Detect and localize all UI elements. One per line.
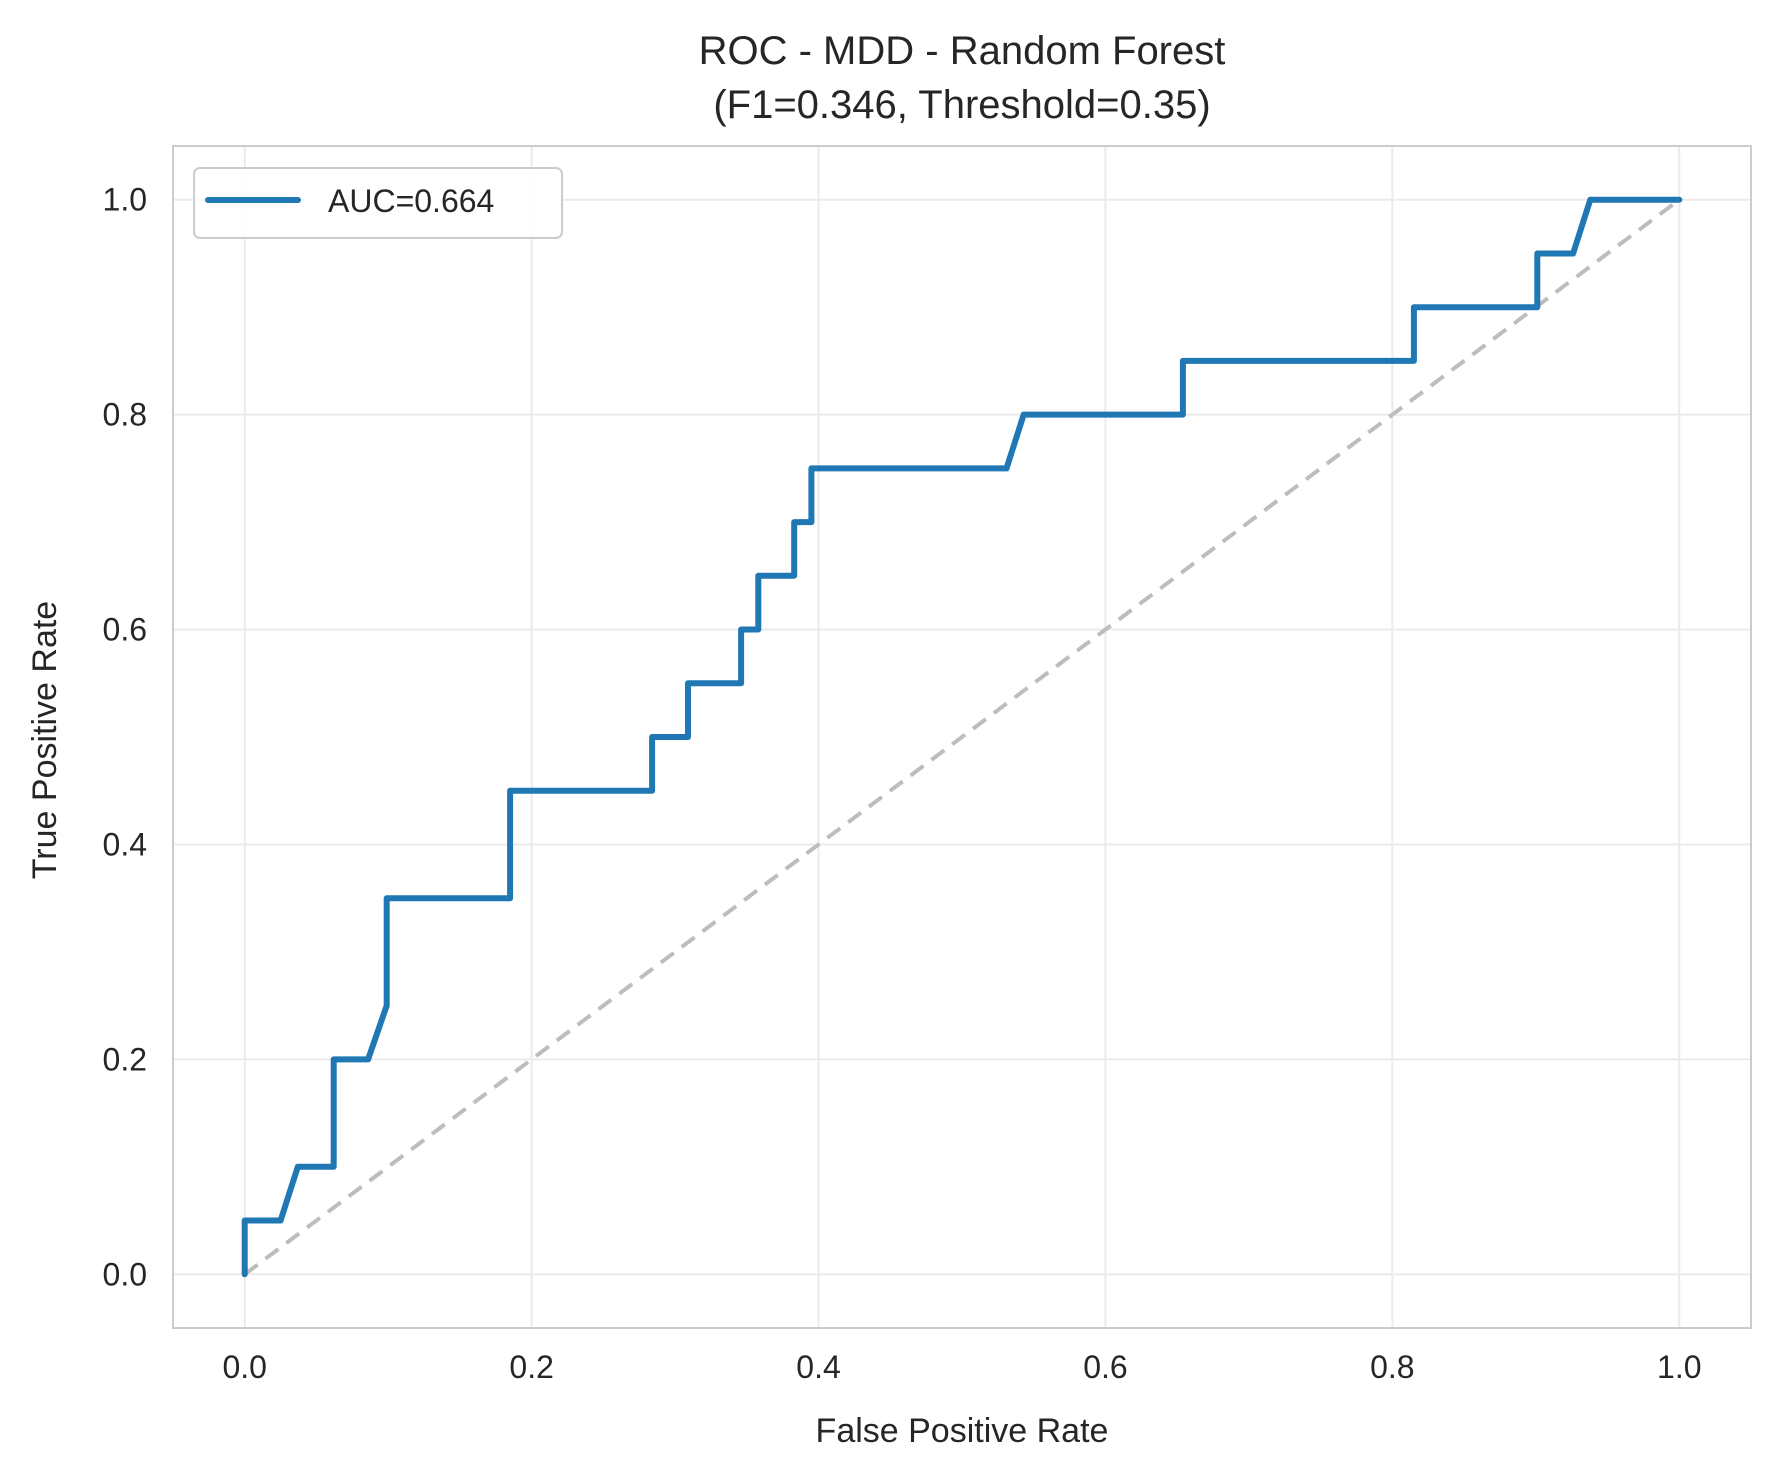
chart-title: ROC - MDD - Random Forest — [699, 29, 1226, 73]
x-axis-label: False Positive Rate — [816, 1412, 1109, 1450]
x-tick-label: 0.2 — [509, 1349, 553, 1385]
plot-frame — [172, 145, 1752, 1329]
y-tick-labels: 0.0 0.2 0.4 0.6 0.8 1.0 — [103, 182, 147, 1293]
legend-box — [193, 167, 563, 239]
x-tick-label: 0.8 — [1370, 1349, 1414, 1385]
y-axis-label: True Positive Rate — [26, 601, 64, 879]
roc-series-group — [241, 196, 1683, 1278]
legend-label: AUC=0.664 — [328, 183, 494, 219]
y-tick-label: 1.0 — [103, 182, 147, 218]
y-tick-label: 0.2 — [103, 1041, 147, 1077]
reference-diagonal-group — [243, 198, 1681, 1276]
chance-diagonal-line — [243, 198, 1681, 1276]
x-tick-label: 1.0 — [1657, 1349, 1701, 1385]
x-tick-label: 0.0 — [222, 1349, 266, 1385]
grid-lines — [173, 146, 1751, 1328]
x-tick-labels: 0.0 0.2 0.4 0.6 0.8 1.0 — [222, 1349, 1701, 1385]
roc-curve-line — [241, 196, 1683, 1278]
x-tick-label: 0.4 — [796, 1349, 840, 1385]
chart-subtitle: (F1=0.346, Threshold=0.35) — [713, 83, 1210, 127]
y-tick-label: 0.8 — [103, 397, 147, 433]
y-tick-label: 0.4 — [103, 826, 147, 862]
legend: AUC=0.664 — [193, 167, 563, 239]
x-tick-label: 0.6 — [1083, 1349, 1127, 1385]
y-tick-label: 0.6 — [103, 612, 147, 648]
y-tick-label: 0.0 — [103, 1256, 147, 1292]
